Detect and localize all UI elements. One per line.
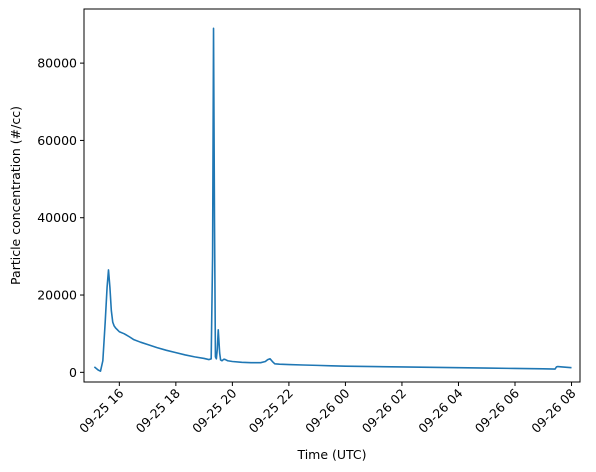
y-tick-label: 0	[69, 365, 77, 380]
y-axis-label: Particle concentration (#/cc)	[8, 106, 23, 285]
y-tick-label: 20000	[37, 288, 77, 303]
y-axis: 0 20000 40000 60000 80000	[37, 56, 84, 380]
plot-frame	[83, 8, 581, 383]
y-tick-label: 60000	[37, 133, 77, 148]
y-tick-label: 80000	[37, 56, 77, 71]
plot-area	[93, 27, 572, 372]
x-axis-label: Time (UTC)	[296, 447, 366, 462]
y-tick-label: 40000	[37, 210, 77, 225]
series-line	[93, 27, 572, 372]
